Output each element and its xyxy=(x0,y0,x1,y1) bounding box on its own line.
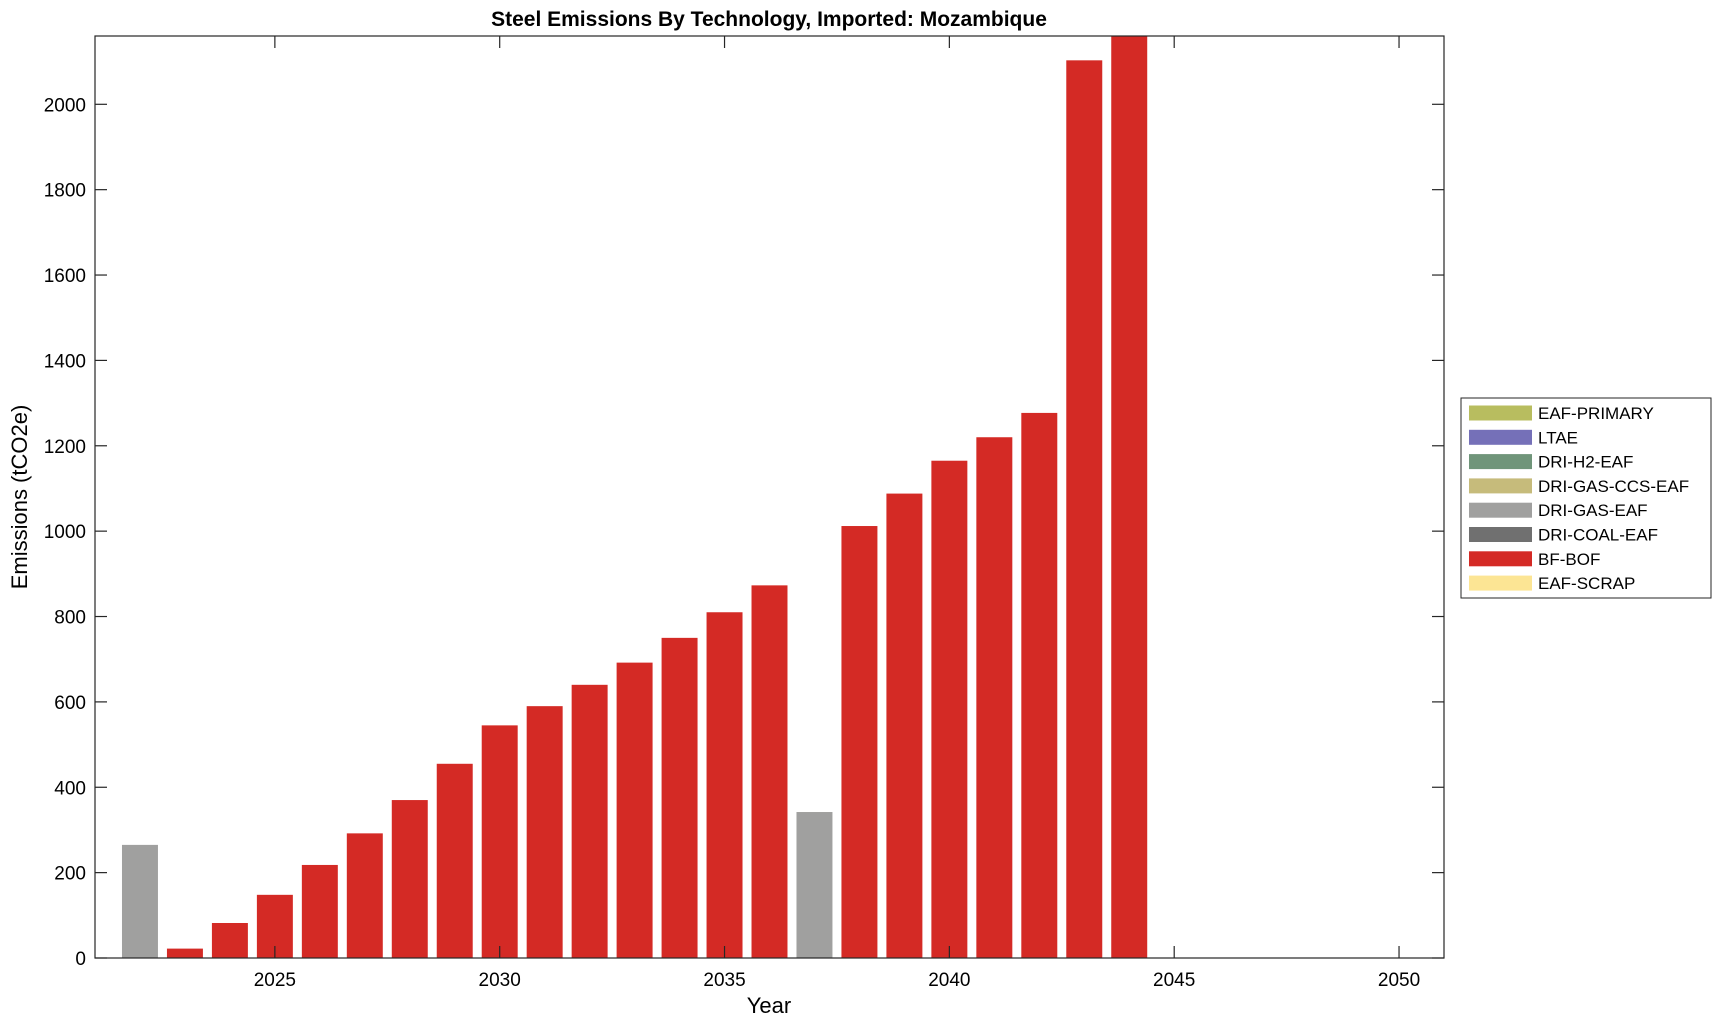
legend: EAF-PRIMARY LTAE DRI-H2-EAF DRI-GAS-CCS-EAF… xyxy=(1460,397,1712,599)
legend-swatch-eaf-primary xyxy=(1469,405,1532,421)
y-tick-label-200: 200 xyxy=(54,864,86,885)
legend-swatch-dri-gas-ccs-eaf xyxy=(1469,478,1532,494)
legend-swatch-bf-bof xyxy=(1469,551,1532,567)
x-tick-label-2035: 2035 xyxy=(703,970,745,991)
y-axis-label: Emissions (tCO2e) xyxy=(7,405,32,590)
legend-swatch-eaf-scrap xyxy=(1469,575,1532,591)
x-tick-label-2025: 2025 xyxy=(254,970,296,991)
legend-label-dri-h2-eaf: DRI-H2-EAF xyxy=(1538,453,1633,472)
bar-bf-bof-2028 xyxy=(391,800,428,958)
legend-label-dri-coal-eaf: DRI-COAL-EAF xyxy=(1538,526,1658,545)
bar-bf-bof-2040 xyxy=(931,460,968,958)
bar-dri-gas-eaf-2037 xyxy=(796,812,833,958)
bar-bf-bof-2023 xyxy=(166,948,203,958)
y-tick-label-1800: 1800 xyxy=(44,181,86,202)
plot-area-frame xyxy=(94,35,1445,959)
legend-swatch-ltae xyxy=(1469,429,1532,445)
bar-bf-bof-2030 xyxy=(481,725,518,958)
legend-items: EAF-PRIMARY LTAE DRI-H2-EAF DRI-GAS-CCS-EAF… xyxy=(1469,404,1689,593)
legend-swatch-dri-h2-eaf xyxy=(1469,454,1532,470)
x-tick-label-2050: 2050 xyxy=(1378,970,1420,991)
y-tick-label-800: 800 xyxy=(54,608,86,629)
x-axis-label: Year xyxy=(747,993,791,1018)
bar-bf-bof-2027 xyxy=(346,833,383,958)
bar-bf-bof-2042 xyxy=(1021,412,1058,959)
bar-bf-bof-2044 xyxy=(1111,36,1148,958)
bar-bf-bof-2036 xyxy=(751,585,788,958)
bar-bf-bof-2031 xyxy=(526,706,563,958)
x-tick-label-2040: 2040 xyxy=(928,970,970,991)
y-tick-label-1600: 1600 xyxy=(44,266,86,287)
legend-label-dri-gas-ccs-eaf: DRI-GAS-CCS-EAF xyxy=(1538,477,1689,496)
legend-swatch-dri-gas-eaf xyxy=(1469,502,1532,518)
bar-bf-bof-2038 xyxy=(841,526,878,958)
bar-bf-bof-2032 xyxy=(571,684,608,958)
legend-label-dri-gas-eaf: DRI-GAS-EAF xyxy=(1538,501,1648,520)
legend-label-bf-bof: BF-BOF xyxy=(1538,550,1600,569)
bar-bf-bof-2033 xyxy=(616,662,653,958)
y-tick-label-0: 0 xyxy=(75,949,86,970)
bar-bf-bof-2034 xyxy=(661,637,698,958)
bar-bf-bof-2035 xyxy=(706,612,743,958)
bar-bf-bof-2026 xyxy=(301,864,338,958)
y-tick-label-600: 600 xyxy=(54,693,86,714)
bar-bf-bof-2041 xyxy=(976,437,1013,959)
legend-label-eaf-scrap: EAF-SCRAP xyxy=(1538,574,1635,593)
x-tick-labels: 2025 2030 2035 2040 2045 2050 xyxy=(254,970,1420,991)
bars xyxy=(121,36,1148,959)
bar-bf-bof-2024 xyxy=(211,922,248,958)
y-tick-label-1000: 1000 xyxy=(44,522,86,543)
bar-dri-gas-eaf-2022 xyxy=(121,844,158,958)
legend-label-eaf-primary: EAF-PRIMARY xyxy=(1538,404,1654,423)
bar-bf-bof-2043 xyxy=(1066,60,1103,958)
legend-label-ltae: LTAE xyxy=(1538,428,1578,447)
x-tick-label-2030: 2030 xyxy=(479,970,521,991)
y-tick-label-1200: 1200 xyxy=(44,437,86,458)
chart-title: Steel Emissions By Technology, Imported:… xyxy=(491,8,1047,31)
y-tick-label-1400: 1400 xyxy=(44,351,86,372)
legend-swatch-dri-coal-eaf xyxy=(1469,527,1532,542)
y-tick-label-2000: 2000 xyxy=(44,95,86,116)
axis-ticks xyxy=(95,36,1444,959)
x-tick-label-2045: 2045 xyxy=(1153,970,1195,991)
bar-bf-bof-2039 xyxy=(886,493,923,958)
y-tick-label-400: 400 xyxy=(54,778,86,799)
bar-bf-bof-2029 xyxy=(436,763,473,958)
y-tick-labels: 0 200 400 600 800 1000 1200 1400 1600 1800 2000 xyxy=(44,95,86,970)
